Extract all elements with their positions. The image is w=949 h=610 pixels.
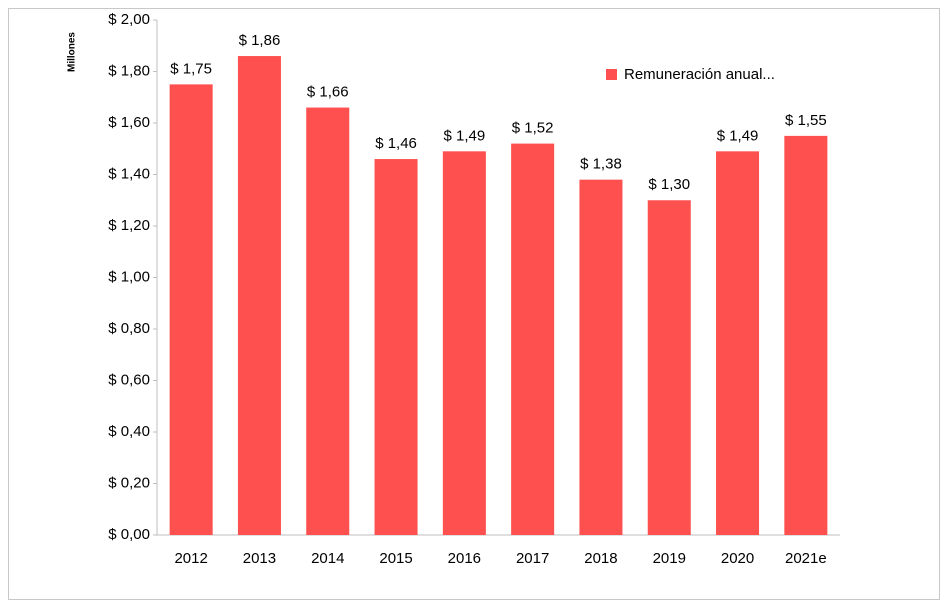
data-label: $ 1,49 [443, 127, 485, 144]
data-label: $ 1,66 [307, 84, 349, 101]
y-tick-label: $ 0,80 [108, 320, 150, 337]
x-tick-label: 2014 [311, 550, 344, 567]
data-label: $ 1,86 [239, 32, 281, 49]
data-label: $ 1,75 [170, 60, 212, 77]
y-tick-label: $ 0,20 [108, 474, 150, 491]
y-tick-label: $ 1,20 [108, 217, 150, 234]
data-label: $ 1,55 [785, 112, 827, 129]
x-tick-label: 2021e [785, 550, 827, 567]
y-tick-label: $ 2,00 [108, 11, 150, 28]
bar [237, 56, 281, 536]
x-tick-label: 2016 [448, 550, 481, 567]
y-tick-label: $ 0,00 [108, 526, 150, 543]
bar [374, 159, 418, 536]
bar [306, 107, 350, 536]
bar [579, 179, 623, 535]
data-label: $ 1,46 [375, 135, 417, 152]
bar [442, 151, 486, 535]
x-tick-label: 2020 [721, 550, 754, 567]
x-tick-label: 2018 [584, 550, 617, 567]
data-label: $ 1,52 [512, 120, 554, 137]
y-tick-label: $ 1,40 [108, 165, 150, 182]
y-tick-label: $ 0,40 [108, 423, 150, 440]
y-tick-label: $ 1,60 [108, 114, 150, 131]
legend-label: Remuneración anual... [624, 66, 775, 83]
legend-swatch [606, 69, 617, 80]
bar [716, 151, 760, 535]
y-axis-title: Millones [67, 32, 78, 72]
x-tick-label: 2013 [243, 550, 276, 567]
x-tick-label: 2017 [516, 550, 549, 567]
bar [647, 200, 691, 535]
x-tick-label: 2019 [653, 550, 686, 567]
data-label: $ 1,30 [648, 176, 690, 193]
data-label: $ 1,38 [580, 156, 622, 173]
x-tick-label: 2012 [174, 550, 207, 567]
y-tick-label: $ 0,60 [108, 371, 150, 388]
y-tick-label: $ 1,80 [108, 62, 150, 79]
y-tick-label: $ 1,00 [108, 268, 150, 285]
data-label: $ 1,49 [717, 127, 759, 144]
x-tick-label: 2015 [379, 550, 412, 567]
bar [511, 143, 555, 535]
bar [169, 84, 213, 535]
bar [784, 135, 828, 535]
